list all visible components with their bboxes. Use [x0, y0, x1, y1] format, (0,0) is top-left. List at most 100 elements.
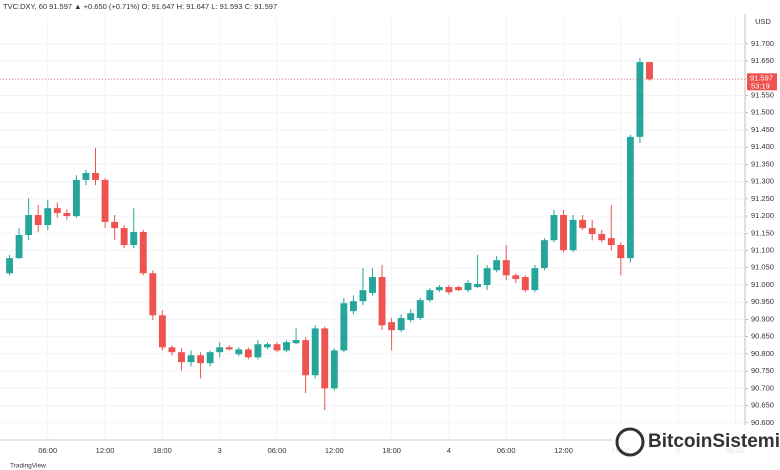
x-tick-label: 06:00 — [38, 446, 57, 455]
y-tick-label: 91.100 — [751, 246, 774, 255]
candle-body — [407, 313, 415, 321]
chart-title: TVC:DXY, 60 91.597 ▲ +0.650 (+0.71%) O: … — [3, 2, 277, 11]
candle-body — [130, 231, 138, 246]
candle-body — [225, 347, 233, 350]
y-tick-label: 91.200 — [751, 211, 774, 220]
y-tick-label: 91.350 — [751, 159, 774, 168]
y-tick-label: 91.400 — [751, 142, 774, 151]
candle-body — [426, 290, 434, 301]
x-tick-label: 3 — [218, 446, 222, 455]
candle-body — [168, 347, 176, 353]
x-tick-label: 12:00 — [554, 446, 573, 455]
x-tick-label: 12:00 — [325, 446, 344, 455]
candle-body — [588, 228, 596, 234]
candle-body — [197, 355, 205, 364]
candle-body — [15, 235, 23, 259]
candle-body — [512, 275, 520, 280]
candle-body — [82, 173, 90, 180]
candle-body — [311, 328, 319, 376]
y-tick-label: 91.700 — [751, 39, 774, 48]
candle-body — [158, 315, 166, 348]
candle-body — [187, 355, 195, 363]
candle-body — [330, 350, 338, 389]
x-tick-label: 06:00 — [497, 446, 516, 455]
candle-body — [579, 219, 587, 229]
y-tick-label: 91.050 — [751, 263, 774, 272]
candle-body — [369, 277, 376, 293]
candle-body — [598, 233, 606, 241]
candle-body — [435, 287, 443, 291]
last-price-tag — [747, 73, 777, 91]
candle-body — [464, 282, 472, 291]
y-tick-label: 90.700 — [751, 383, 774, 392]
candle-body — [607, 238, 615, 246]
candle-body — [302, 340, 310, 376]
candle-body — [416, 300, 424, 319]
candle-body — [455, 287, 462, 291]
candle-body — [273, 344, 281, 351]
x-tick-label: 06:00 — [268, 446, 287, 455]
candle-body — [388, 322, 396, 331]
candle-body — [493, 260, 501, 271]
candle-body — [44, 208, 52, 226]
candle-body — [235, 349, 243, 355]
x-tick-label: 18:00 — [153, 446, 172, 455]
y-tick-label: 91.650 — [751, 56, 774, 65]
candle-body — [254, 344, 262, 358]
x-tick-label: 4 — [447, 446, 451, 455]
y-tick-label: 90.600 — [751, 418, 774, 427]
candle-body — [206, 352, 214, 364]
candle-body — [263, 344, 271, 348]
candle-body — [63, 212, 71, 217]
candle-body — [216, 347, 224, 353]
candle-body — [92, 173, 99, 180]
x-tick-label: 18:00 — [382, 446, 401, 455]
candle-body — [149, 273, 157, 316]
candle-body — [6, 258, 13, 274]
candle-body — [531, 268, 539, 291]
candle-body — [139, 231, 147, 274]
y-tick-label: 91.550 — [751, 90, 774, 99]
watermark-group: BitcoinSistemi — [612, 425, 780, 463]
candle-body — [101, 179, 109, 222]
candle-body — [445, 287, 453, 293]
candle-body — [53, 208, 61, 213]
candle-body — [72, 179, 80, 217]
y-tick-label: 91.000 — [751, 280, 774, 289]
x-tick-label: 12:00 — [96, 446, 115, 455]
candle-body — [120, 228, 128, 246]
candle-body — [626, 136, 634, 259]
candle-body — [321, 328, 329, 389]
candle-body — [617, 245, 625, 259]
y-tick-label: 90.650 — [751, 401, 774, 410]
watermark: BitcoinSistemi — [648, 431, 780, 452]
y-tick-label: 91.450 — [751, 125, 774, 134]
candle-body — [292, 340, 300, 344]
y-tick-label: 90.950 — [751, 297, 774, 306]
y-tick-label: 90.850 — [751, 332, 774, 341]
y-tick-label: 90.900 — [751, 314, 774, 323]
watermark-logo — [615, 427, 645, 457]
candle-body — [283, 342, 290, 351]
y-tick-label: 91.150 — [751, 228, 774, 237]
candle-body — [244, 349, 252, 358]
candle-body — [25, 215, 33, 236]
last-price-label: 91.597 — [750, 73, 773, 82]
candle-body — [483, 268, 491, 285]
candle-body — [540, 240, 548, 269]
y-tick-label: 90.800 — [751, 349, 774, 358]
y-tick-label: 90.750 — [751, 366, 774, 375]
currency-label: USD — [755, 17, 771, 26]
candle-body — [521, 277, 529, 291]
candle-body — [502, 260, 510, 276]
candle-body — [550, 215, 558, 241]
y-tick-label: 91.300 — [751, 177, 774, 186]
candle-body — [569, 219, 577, 251]
candle-body — [359, 290, 367, 302]
candle-body — [560, 215, 567, 251]
countdown-label: 53:19 — [751, 81, 770, 90]
candle-body — [397, 318, 405, 331]
candle-body — [646, 62, 653, 80]
